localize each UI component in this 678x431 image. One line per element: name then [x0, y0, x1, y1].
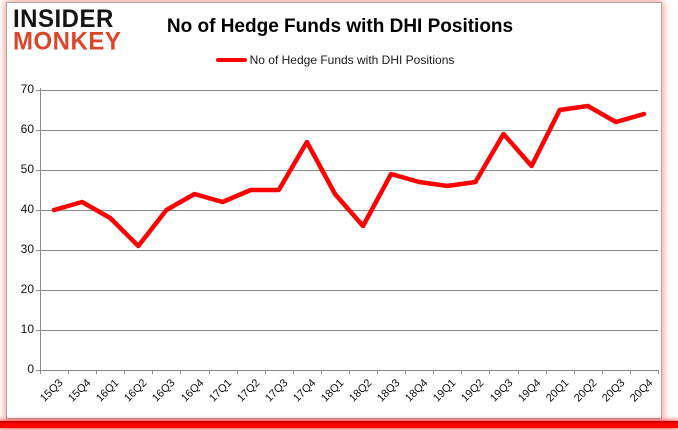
- legend-line-marker: [215, 58, 247, 62]
- chart-legend: No of Hedge Funds with DHI Positions: [100, 53, 570, 67]
- insider-monkey-logo: INSIDER MONKEY: [13, 4, 122, 57]
- y-tick-label-0: 0: [27, 362, 34, 376]
- logo-insider-text: INSIDER: [13, 4, 114, 34]
- y-tick-label-20: 20: [20, 282, 34, 296]
- y-tick-label-10: 10: [20, 322, 34, 336]
- y-tick-label-70: 70: [20, 82, 34, 96]
- y-tick-label-40: 40: [20, 202, 34, 216]
- logo-monkey-text: MONKEY: [13, 27, 122, 57]
- legend-label: No of Hedge Funds with DHI Positions: [249, 53, 455, 67]
- y-tick-label-50: 50: [20, 162, 34, 176]
- y-tick-label-60: 60: [20, 122, 34, 136]
- data-line-series: [51, 103, 647, 249]
- chart-title: No of Hedge Funds with DHI Positions: [166, 16, 514, 37]
- red-bottom-bar: [0, 421, 678, 428]
- y-tick-label-30: 30: [20, 242, 34, 256]
